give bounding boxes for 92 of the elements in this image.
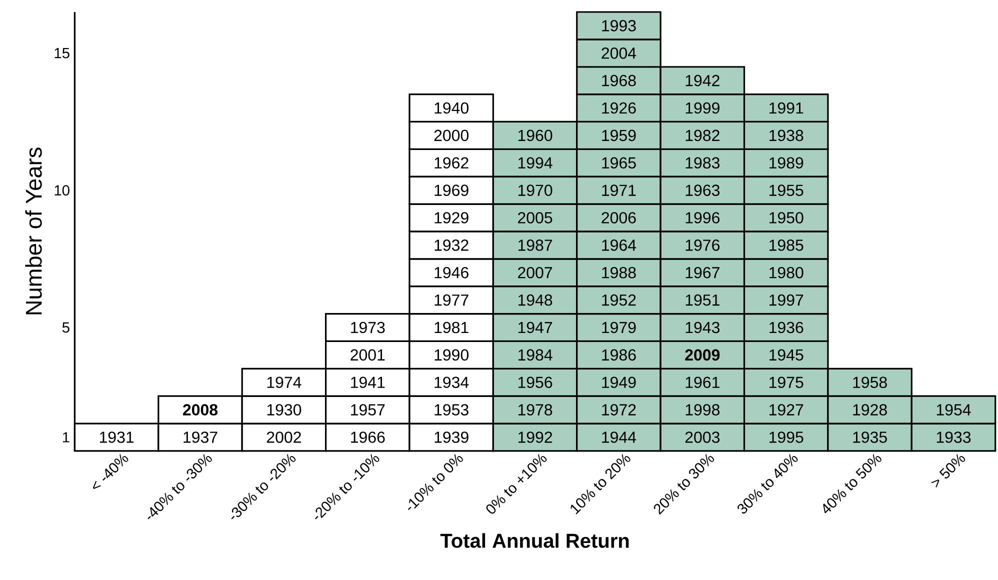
annotation: 1941 [351, 376, 385, 388]
annotation: 1937 [184, 431, 218, 443]
annotation: 1932 [434, 239, 468, 251]
annotation: 2007 [518, 266, 552, 278]
annotation: 1975 [770, 376, 804, 388]
annotation: 1956 [518, 376, 552, 388]
annotation: 1945 [770, 349, 804, 360]
annotation: 1947 [518, 322, 552, 333]
annotation: 1933 [936, 431, 971, 443]
annotation: 1974 [267, 376, 302, 388]
annotation: 1946 [434, 266, 468, 278]
annotation: 1944 [602, 431, 636, 443]
annotation: 1981 [434, 322, 468, 333]
x-axis-title: Total Annual Return [440, 533, 629, 548]
annotation: 1996 [686, 212, 720, 224]
annotation: 1931 [100, 431, 134, 443]
annotation: 1990 [434, 349, 469, 360]
annotation: 1952 [602, 294, 636, 306]
annotation: 1955 [770, 184, 804, 196]
y-tick-label: 15 [54, 48, 70, 58]
annotation: 1979 [602, 322, 636, 333]
annotation: 1950 [770, 212, 804, 224]
annotation: 1986 [602, 349, 636, 360]
annotation: 1970 [518, 184, 552, 196]
annotation: 1994 [518, 157, 552, 168]
annotation: 1939 [434, 431, 468, 443]
annotation: 1987 [518, 239, 552, 251]
annotation: 1978 [518, 404, 552, 416]
annotation: 1985 [770, 239, 804, 251]
annotation: 1943 [686, 322, 720, 333]
annotation: 1980 [770, 266, 804, 278]
annotation: 2003 [685, 431, 720, 443]
x-tick-label: 40% to 50% [823, 454, 882, 514]
annotation: 1992 [518, 431, 552, 443]
annotation: 2000 [434, 130, 469, 141]
annotation: 1972 [602, 404, 636, 416]
annotation: 1961 [686, 376, 720, 388]
annotation: 1971 [602, 184, 636, 196]
annotation: 1997 [770, 294, 804, 306]
annotation: 1963 [686, 184, 720, 196]
annotation: 1982 [686, 130, 720, 141]
annotation: 1969 [434, 184, 468, 196]
annotation: 1934 [434, 376, 469, 388]
annotation: 1929 [434, 212, 468, 224]
annotation: 1935 [853, 431, 887, 443]
annotation: 1959 [602, 130, 636, 141]
annotation: 1953 [434, 404, 468, 416]
annotation: 2006 [602, 212, 636, 224]
annotation: 2002 [266, 431, 301, 443]
annotation: 1976 [686, 239, 720, 251]
annotation: 1958 [853, 376, 887, 388]
annotation: 1949 [602, 376, 636, 388]
y-tick-label: 1 [62, 432, 70, 442]
annotation: 1962 [434, 157, 468, 168]
annotation: 1968 [602, 74, 636, 86]
annotation: 1998 [686, 404, 720, 416]
annotation: 1967 [686, 266, 720, 278]
annotation: 1964 [602, 239, 636, 251]
y-tick-label: 5 [62, 322, 70, 332]
annotation: 1951 [686, 294, 720, 306]
y-tick-label: 10 [54, 184, 70, 196]
annotation: 1957 [351, 404, 385, 416]
annotation: 1991 [770, 102, 804, 114]
annotation: 1983 [686, 157, 720, 168]
annotation: 1977 [434, 294, 468, 306]
annotation: 2005 [518, 212, 552, 224]
x-tick-label: > 50% [931, 454, 966, 488]
annotation: 1999 [686, 102, 720, 114]
annotation: 1960 [518, 130, 552, 141]
annotation: 1938 [770, 130, 804, 141]
annotation: 1930 [267, 404, 302, 416]
annotation: 1965 [602, 157, 636, 168]
annotation: 2004 [602, 47, 636, 59]
y-axis-title: Number of Years [25, 147, 42, 314]
annotation: 1942 [686, 74, 720, 86]
annotation: 1948 [518, 294, 552, 306]
annotation: 1926 [602, 102, 636, 114]
annotation: 1988 [602, 266, 636, 278]
annotation: 1989 [770, 157, 804, 168]
annotation: 2001 [350, 349, 385, 360]
annotation: 1995 [770, 431, 804, 443]
annotation: 1973 [351, 322, 385, 333]
annotation: 1984 [518, 349, 552, 360]
annotation: 1954 [936, 404, 971, 416]
annotation: 1993 [602, 20, 636, 32]
annotation: 1928 [853, 404, 887, 416]
annotation: 1966 [351, 431, 385, 443]
annotation: 1940 [434, 102, 469, 114]
annotation: 2009 [685, 349, 720, 360]
annotation: 1927 [770, 404, 804, 416]
annotation: 1936 [770, 322, 804, 333]
annotation: 2008 [183, 404, 218, 416]
